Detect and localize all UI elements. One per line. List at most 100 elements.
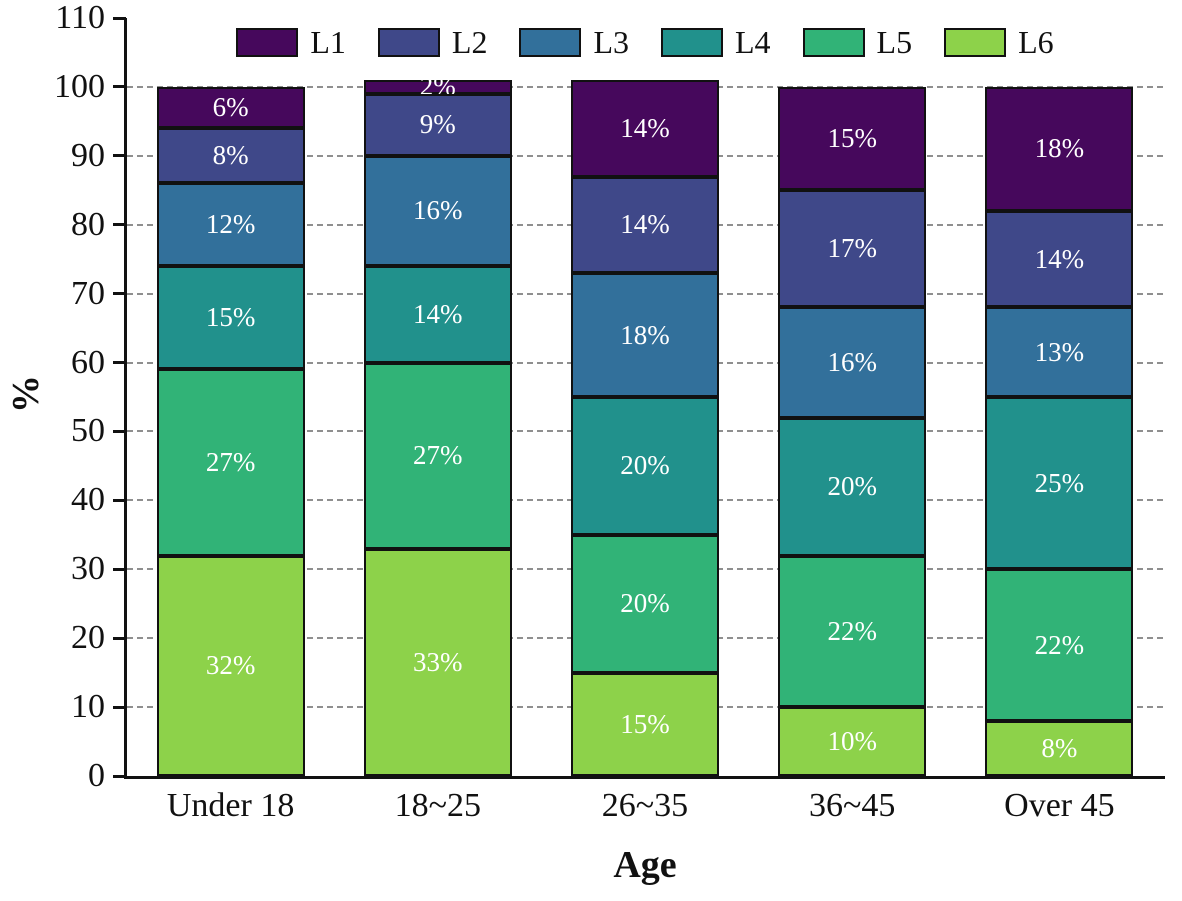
- bar-segment-L1: 15%: [778, 86, 927, 191]
- bar-segment-L5: 27%: [156, 369, 305, 556]
- bar-segment-value: 14%: [413, 298, 463, 329]
- legend-item-l1: L1: [236, 26, 346, 58]
- legend-swatch-l2: [377, 27, 440, 57]
- bar-segment-L2: 14%: [571, 176, 719, 273]
- bar-segment-value: 25%: [1034, 467, 1085, 498]
- y-tick-label: 70: [71, 274, 105, 312]
- bar-segment-L4: 20%: [571, 397, 719, 535]
- y-tick-label: 100: [54, 67, 105, 105]
- bar-segment-L1: 6%: [156, 86, 305, 129]
- bar-segment-L3: 12%: [156, 183, 305, 267]
- bar-segment-L3: 18%: [571, 272, 719, 398]
- y-axis-line: [124, 18, 127, 779]
- legend-item-l2: L2: [377, 24, 488, 60]
- legend-label: L3: [593, 24, 629, 60]
- bar-segment-value: 27%: [205, 446, 256, 477]
- bar-18~25: 33% 27% 14% 16% 9% 2%: [363, 73, 512, 776]
- bar-segment-L3: 16%: [363, 155, 512, 267]
- bar-segment-L2: 14%: [985, 210, 1134, 308]
- bar-segment-value: 20%: [620, 588, 670, 619]
- y-tick-label: 110: [55, 0, 105, 36]
- legend-label: L6: [1018, 24, 1054, 60]
- legend-label: L5: [876, 24, 913, 60]
- bar-segment-value: 27%: [413, 440, 463, 471]
- y-tick-label: 60: [71, 343, 105, 381]
- legend-item-l3: L3: [519, 26, 629, 58]
- bar-segment-value: 16%: [413, 195, 463, 226]
- bar-segment-L5: 20%: [571, 534, 719, 673]
- y-tick-mark: [113, 223, 126, 227]
- bar-segment-L4: 15%: [156, 266, 305, 370]
- legend-label: L1: [310, 24, 346, 60]
- legend-item-l4: L4: [661, 26, 771, 58]
- bar-segment-value: 20%: [620, 450, 670, 481]
- bar-segment-value: 15%: [827, 123, 877, 154]
- y-tick-mark: [113, 85, 126, 89]
- bar-segment-L3: 13%: [985, 307, 1134, 398]
- bar-segment-value: 14%: [1034, 243, 1085, 274]
- bar-26~35: 15% 20% 20% 18% 14% 14%: [571, 80, 719, 776]
- bar-over-45: 8% 22% 25% 13% 14% 18%: [985, 86, 1134, 776]
- y-tick-label: 20: [71, 619, 105, 657]
- bar-segment-value: 33%: [413, 646, 463, 677]
- x-tick-label: 26~35: [601, 787, 689, 824]
- x-axis-line: [124, 776, 1165, 779]
- bar-segment-L6: 10%: [778, 707, 927, 776]
- legend-item-l6: L6: [944, 26, 1054, 58]
- bar-under-18: 32% 27% 15% 12% 8% 6%: [156, 86, 305, 776]
- bar-segment-L5: 22%: [985, 569, 1134, 721]
- y-tick-mark: [113, 567, 126, 571]
- y-tick-label: 40: [71, 481, 105, 519]
- bar-segment-value: 22%: [1034, 629, 1085, 660]
- bar-segment-value: 8%: [1041, 732, 1078, 763]
- y-axis-title: %: [5, 375, 47, 413]
- y-tick-mark: [113, 16, 126, 20]
- y-tick-mark: [113, 154, 126, 158]
- bar-segment-value: 14%: [620, 112, 670, 143]
- bar-segment-value: 17%: [827, 233, 877, 264]
- y-tick-label: 10: [71, 688, 105, 726]
- x-tick-label: Under 18: [166, 787, 295, 824]
- bar-segment-L1: 14%: [571, 80, 719, 177]
- legend-label: L4: [735, 24, 771, 60]
- bar-segment-L2: 9%: [363, 93, 512, 156]
- bar-segment-L6: 15%: [571, 672, 719, 776]
- bar-segment-L4: 20%: [778, 417, 927, 556]
- y-tick-mark: [113, 774, 126, 778]
- bar-segment-L6: 33%: [363, 548, 512, 776]
- bar-segment-value: 15%: [205, 302, 256, 333]
- bar-36~45: 10% 22% 20% 16% 17% 15%: [778, 86, 927, 776]
- bar-segment-value: 22%: [827, 615, 877, 646]
- y-tick-mark: [113, 361, 126, 365]
- bar-segment-L4: 14%: [363, 266, 512, 363]
- y-tick-label: 90: [71, 136, 105, 174]
- bar-segment-value: 18%: [1034, 133, 1085, 164]
- legend-swatch-l1: [236, 27, 299, 57]
- bar-segment-L5: 27%: [363, 362, 512, 549]
- bar-segment-L3: 16%: [778, 307, 927, 418]
- x-tick-label: 18~25: [394, 787, 481, 824]
- legend-item-l5: L5: [802, 24, 913, 60]
- bar-segment-L1: 2%: [363, 73, 512, 100]
- legend-swatch-l3: [519, 27, 582, 57]
- bar-segment-value: 32%: [205, 650, 256, 681]
- legend-label: L2: [451, 24, 488, 60]
- bar-segment-L2: 8%: [156, 128, 305, 184]
- y-tick-mark: [113, 429, 126, 433]
- bar-segment-L2: 17%: [778, 190, 927, 308]
- y-tick-label: 30: [71, 550, 105, 588]
- legend: L1 L2 L3 L4 L5 L6: [127, 26, 1163, 58]
- bar-segment-L1: 18%: [985, 86, 1134, 211]
- bar-segment-value: 9%: [419, 109, 456, 140]
- x-axis-title: Age: [613, 844, 677, 886]
- x-tick-label: Over 45: [1004, 787, 1115, 824]
- legend-swatch-l4: [661, 27, 723, 57]
- y-tick-mark: [113, 705, 126, 709]
- y-tick-mark: [113, 292, 126, 296]
- y-tick-mark: [113, 636, 126, 640]
- bar-segment-value: 14%: [620, 209, 670, 240]
- bar-segment-value: 8%: [212, 140, 249, 171]
- bar-segment-L5: 22%: [778, 555, 927, 708]
- y-tick-label: 50: [71, 412, 105, 450]
